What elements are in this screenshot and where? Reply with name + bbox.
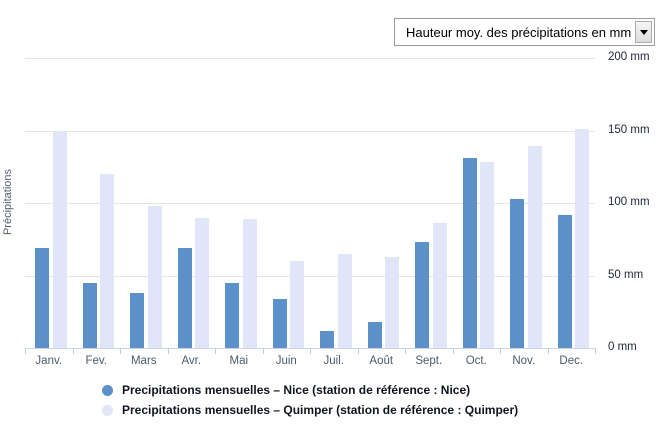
axis-tick xyxy=(167,348,169,354)
axis-tick xyxy=(120,348,121,354)
legend-item-nice: Precipitations mensuelles – Nice (statio… xyxy=(102,383,518,397)
legend-marker-quimper xyxy=(102,404,113,416)
y-axis-label: 200 mm xyxy=(608,51,650,63)
x-axis-label: Janv. xyxy=(35,355,63,367)
bar-nice xyxy=(82,282,97,348)
metric-select[interactable]: Hauteur moy. des précipitations en mm xyxy=(394,18,655,46)
axis-tick xyxy=(452,348,454,354)
bar-nice xyxy=(510,198,524,348)
y-axis-title: Précipitations xyxy=(2,168,14,236)
gridline xyxy=(25,203,595,204)
y-axis-label: 50 mm xyxy=(608,268,644,281)
axis-tick xyxy=(262,348,264,354)
y-axis-label: 100 mm xyxy=(608,196,650,208)
axis-tick xyxy=(215,348,216,354)
bar-quimper xyxy=(195,217,209,348)
axis-tick xyxy=(357,348,359,354)
bar-quimper xyxy=(385,256,399,348)
x-axis-label: Nov. xyxy=(512,355,536,367)
bar-nice xyxy=(225,282,239,348)
bar-nice xyxy=(35,247,49,348)
bar-quimper xyxy=(337,253,352,348)
axis-tick xyxy=(25,348,26,354)
metric-select-value: Hauteur moy. des précipitations en mm xyxy=(406,24,632,40)
gridline xyxy=(25,58,595,59)
bar-quimper xyxy=(242,218,257,348)
axis-tick xyxy=(595,348,596,354)
x-axis-label: Avr. xyxy=(181,355,202,367)
chart-legend: Precipitations mensuelles – Nice (statio… xyxy=(102,383,518,417)
bar-nice xyxy=(320,330,334,348)
bar-quimper xyxy=(100,174,114,348)
legend-label-nice: Precipitations mensuelles – Nice (statio… xyxy=(122,383,471,397)
x-axis-label: Juil. xyxy=(323,355,344,367)
x-axis-label: Juin xyxy=(275,355,297,367)
bar-nice xyxy=(557,214,572,348)
x-axis-label: Mai xyxy=(229,355,249,367)
gridline xyxy=(25,275,595,277)
bar-quimper xyxy=(290,261,304,348)
axis-tick xyxy=(72,348,74,354)
bar-nice xyxy=(272,298,287,348)
axis-tick xyxy=(547,348,549,354)
x-axis-label: Août xyxy=(369,355,394,367)
bar-nice xyxy=(367,321,382,348)
axis-tick xyxy=(500,348,501,354)
x-axis-label: Dec. xyxy=(559,355,584,367)
bar-quimper xyxy=(52,130,67,348)
bar-quimper xyxy=(147,205,162,348)
dropdown-button[interactable] xyxy=(635,21,652,43)
axis-tick xyxy=(310,348,311,354)
legend-label-quimper: Precipitations mensuelles – Quimper (sta… xyxy=(122,403,519,417)
gridline xyxy=(25,130,595,132)
bar-quimper xyxy=(527,146,542,348)
legend-marker-nice xyxy=(102,384,113,396)
bar-nice xyxy=(415,242,429,348)
bar-nice xyxy=(130,292,144,348)
y-axis-label: 0 mm xyxy=(608,341,637,353)
bar-quimper xyxy=(432,223,447,348)
legend-item-quimper: Precipitations mensuelles – Quimper (sta… xyxy=(102,403,518,417)
bar-nice xyxy=(177,247,192,348)
x-axis-label: Mars xyxy=(130,355,157,367)
bar-nice xyxy=(462,158,477,348)
bar-quimper xyxy=(575,129,589,348)
axis-tick xyxy=(405,348,406,354)
y-axis-label: 150 mm xyxy=(608,123,650,136)
bar-quimper xyxy=(480,162,494,348)
chevron-down-icon xyxy=(639,29,648,35)
x-axis-label: Sept. xyxy=(415,355,443,367)
x-axis-label: Fev. xyxy=(85,355,107,367)
x-axis-label: Oct. xyxy=(465,355,487,367)
